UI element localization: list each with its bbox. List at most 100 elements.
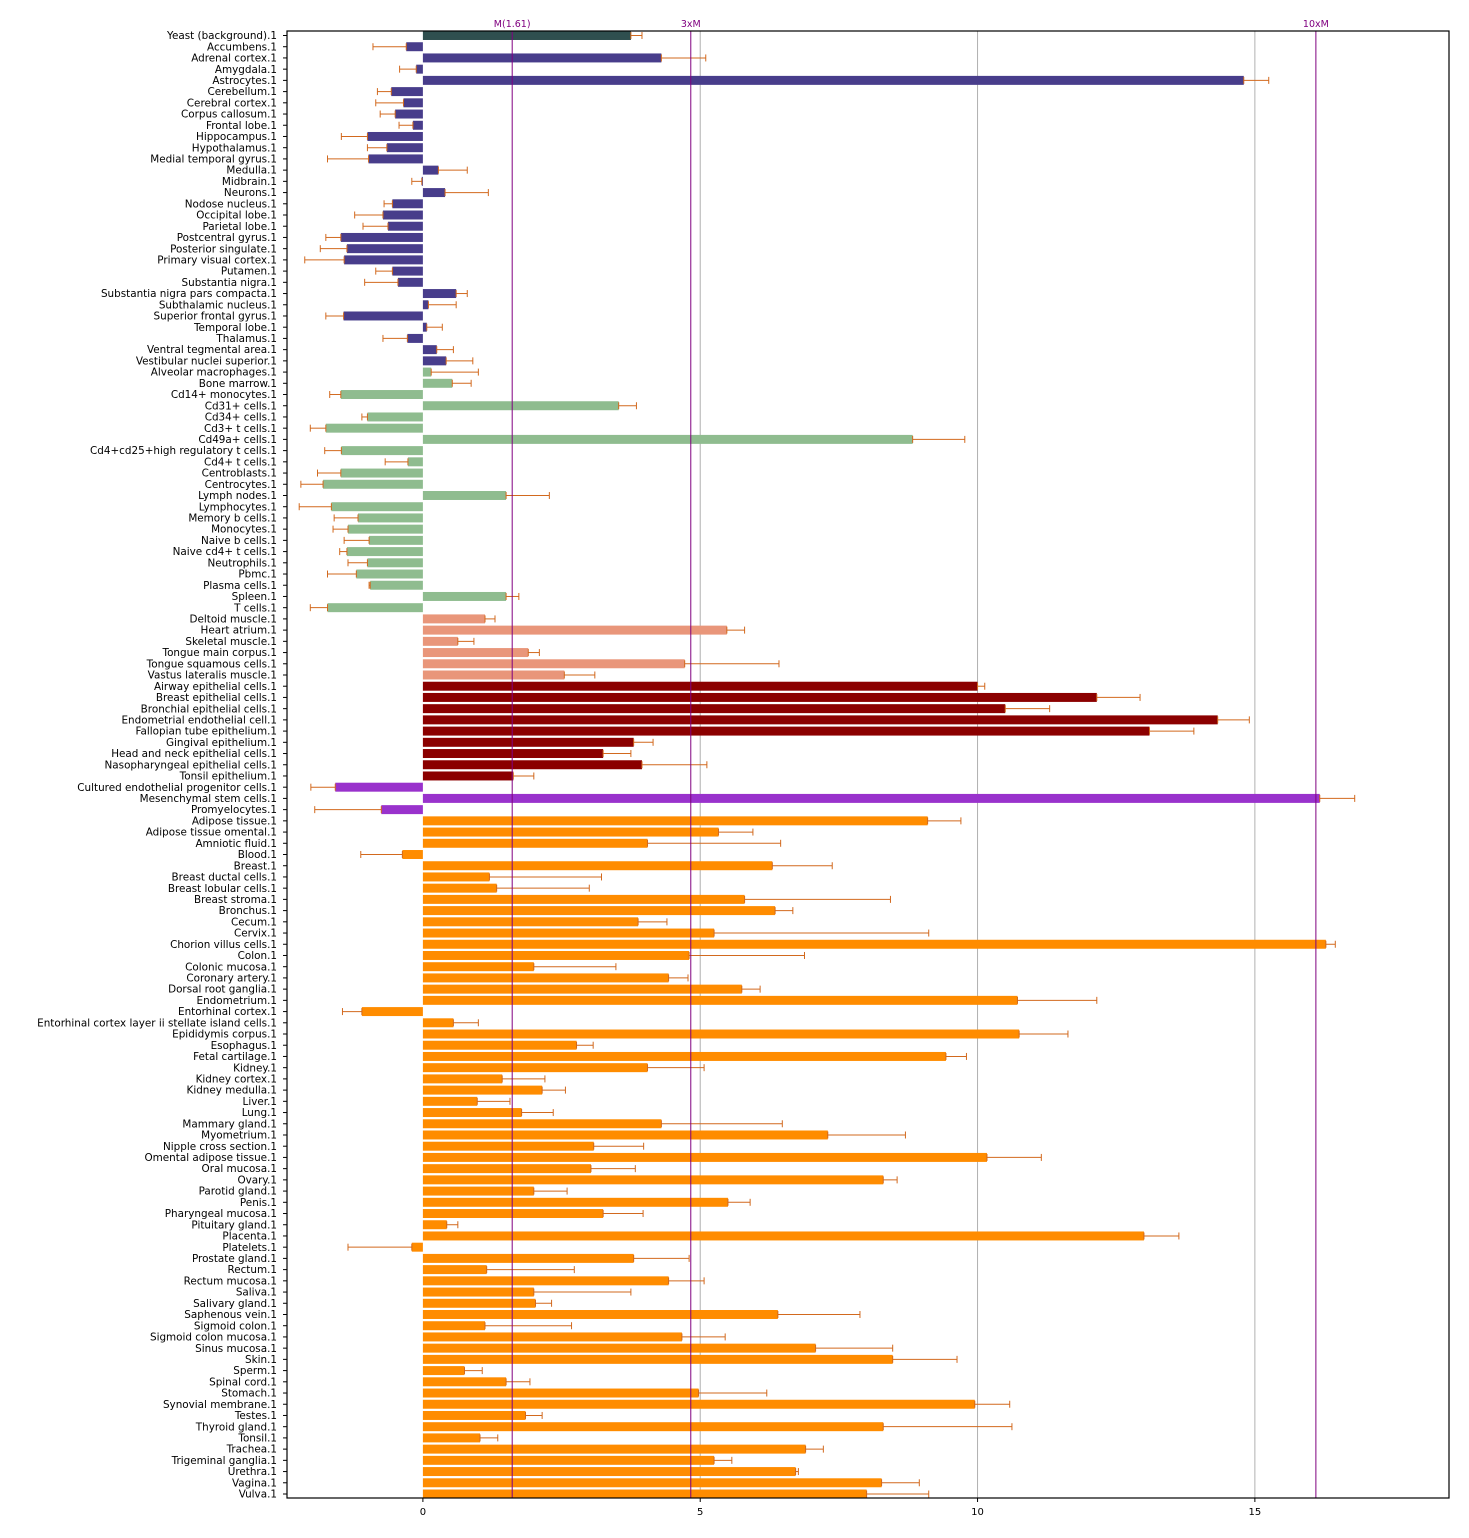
category-label: Kidney.1 (233, 1062, 277, 1074)
category-label: Yeast (background).1 (166, 30, 277, 42)
bar (422, 1388, 699, 1398)
category-label: Monocytes.1 (211, 524, 277, 536)
bar (367, 558, 423, 568)
bar (422, 681, 978, 691)
bar (397, 277, 423, 287)
bar (422, 1063, 648, 1073)
category-label: Penis.1 (240, 1197, 277, 1209)
bars-layer (323, 31, 1326, 1499)
bar (367, 412, 423, 422)
bar (422, 1366, 465, 1376)
bar (346, 547, 423, 557)
category-label: Cd31+ cells.1 (205, 400, 277, 412)
category-label: Memory b cells.1 (188, 513, 277, 525)
errorbars-layer (298, 32, 1356, 1498)
category-label: Kidney cortex.1 (196, 1073, 277, 1085)
bar (422, 1321, 486, 1331)
bar (422, 1377, 507, 1387)
bar (422, 692, 1097, 702)
category-label: Trachea.1 (226, 1444, 277, 1456)
bar (422, 861, 773, 871)
bar (395, 109, 423, 119)
category-label: Rectum.1 (227, 1264, 277, 1276)
bar (422, 1478, 882, 1488)
bar (422, 356, 447, 366)
bar (422, 1433, 481, 1443)
category-label: Cd4+cd25+high regulatory t cells.1 (90, 445, 277, 457)
bar (422, 401, 619, 411)
bar (356, 569, 423, 579)
category-label: Airway epithelial cells.1 (154, 681, 277, 693)
bar (422, 670, 565, 680)
category-label: Heart atrium.1 (201, 625, 277, 637)
category-label: Cd14+ monocytes.1 (171, 389, 277, 401)
bar (391, 87, 423, 97)
bar (422, 1085, 543, 1095)
bar (392, 199, 423, 209)
bar (416, 64, 423, 74)
category-label: Spleen.1 (232, 591, 277, 603)
category-label: Salivary gland.1 (193, 1298, 277, 1310)
bar (382, 210, 423, 220)
bar (341, 446, 423, 456)
bar (392, 266, 423, 276)
bar (422, 1141, 594, 1151)
bar (406, 42, 423, 52)
reference-line-label: M(1.61) (494, 19, 531, 30)
category-label: Naive b cells.1 (201, 535, 277, 547)
bar (381, 805, 423, 815)
bar (422, 894, 745, 904)
category-label: Cd4+ t cells.1 (204, 456, 277, 468)
bar (327, 603, 423, 613)
bar (348, 524, 423, 534)
category-label: Tonsil epithelium.1 (179, 771, 277, 783)
category-label: Myometrium.1 (201, 1130, 277, 1142)
bar (422, 1422, 884, 1432)
x-tick-label: 5 (697, 1507, 703, 1518)
bar (331, 502, 423, 512)
bar (422, 289, 457, 299)
bar (402, 850, 423, 859)
bar (422, 165, 439, 175)
category-label: Primary visual cortex.1 (157, 254, 277, 266)
bar (335, 782, 423, 792)
bar (422, 906, 776, 916)
category-label: Coronary artery.1 (186, 973, 277, 985)
category-label: Synovial membrane.1 (163, 1399, 277, 1411)
bar (368, 154, 423, 164)
bar (422, 1108, 522, 1118)
axis-layer: 0 5 10 15 (283, 30, 1450, 1518)
category-label: Dorsal root ganglia.1 (168, 984, 277, 996)
bar (422, 300, 429, 310)
category-label: Deltoid muscle.1 (189, 614, 277, 626)
bar (422, 816, 928, 826)
category-label: Omental adipose tissue.1 (144, 1152, 277, 1164)
category-label: Hippocampus.1 (196, 131, 277, 143)
bar (422, 1287, 534, 1297)
category-label: Breast lobular cells.1 (168, 883, 277, 895)
bar (422, 1040, 577, 1050)
category-label: Putamen.1 (221, 266, 277, 278)
bar (422, 928, 715, 938)
category-label: Vestibular nuclei superior.1 (136, 355, 277, 367)
category-label: Sperm.1 (233, 1365, 277, 1377)
bar (422, 648, 529, 658)
category-label: Tonsil.1 (237, 1433, 277, 1445)
category-label: Adipose tissue.1 (192, 815, 277, 827)
category-label: Lymphocytes.1 (199, 501, 277, 513)
bar (422, 1197, 728, 1207)
category-label: Pharyngeal mucosa.1 (165, 1208, 277, 1220)
bar (357, 513, 423, 523)
category-label: Centrocytes.1 (205, 479, 277, 491)
category-label: T cells.1 (233, 602, 277, 614)
bar (422, 883, 497, 893)
category-label: Cerebral cortex.1 (187, 97, 277, 109)
category-label: Tongue main corpus.1 (161, 647, 277, 659)
bar (422, 345, 437, 355)
category-label: Thalamus.1 (215, 333, 277, 345)
bar (422, 614, 486, 624)
bar (422, 367, 432, 377)
bar (422, 962, 534, 972)
